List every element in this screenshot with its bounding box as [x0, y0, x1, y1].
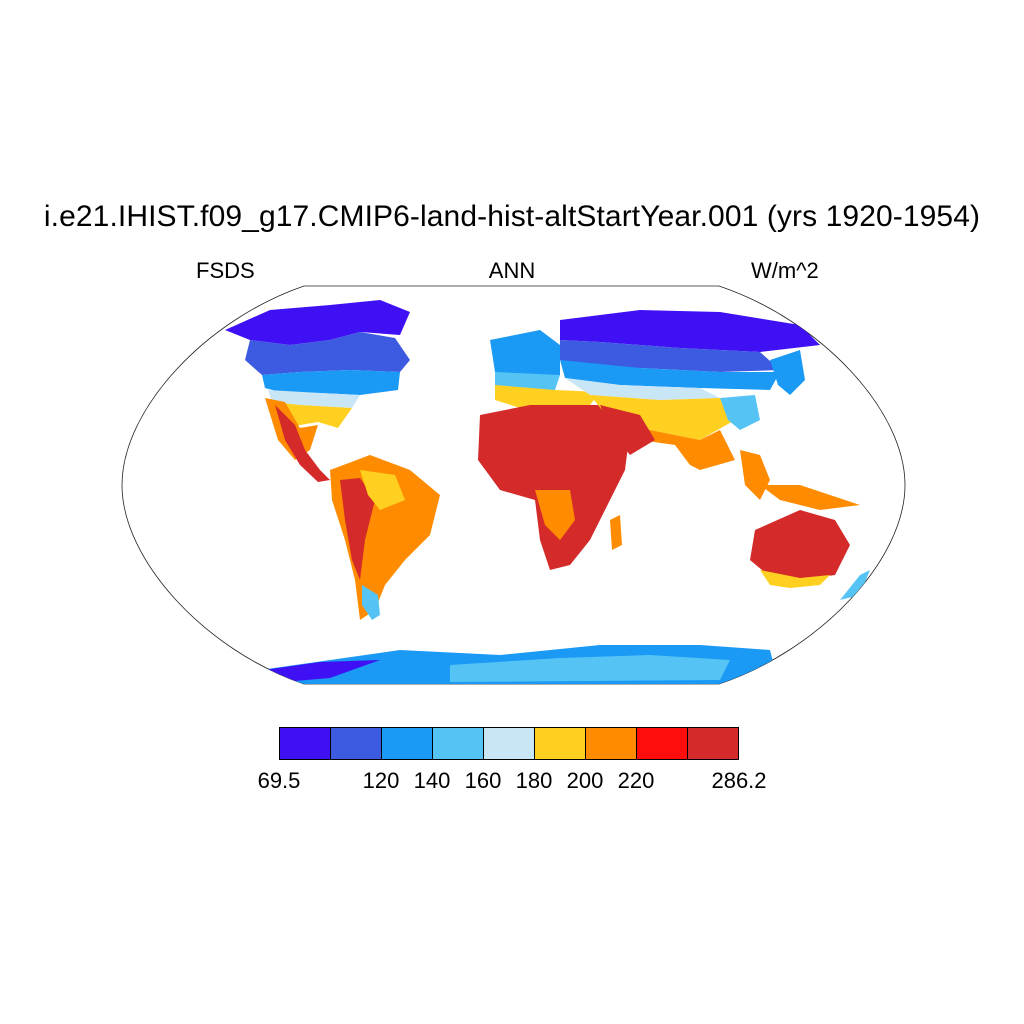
- patagonia: [362, 585, 380, 620]
- europe: [490, 330, 560, 378]
- north-america-band: [268, 390, 360, 408]
- colorbar-cell-3: [382, 728, 433, 759]
- antarctica-interior: [450, 655, 730, 682]
- colorbar-cell-8: [637, 728, 688, 759]
- colorbar-cell-9: [688, 728, 738, 759]
- greenland: [410, 296, 470, 345]
- colorbar-cell-2: [331, 728, 382, 759]
- australia-south: [760, 570, 830, 588]
- colorbar-cell-6: [535, 728, 586, 759]
- colorbar: [279, 727, 739, 760]
- colorbar-cell-1: [280, 728, 331, 759]
- season-label: ANN: [488, 258, 536, 283]
- colorbar-tick-label: 140: [413, 768, 451, 793]
- units-label: W/m^2: [751, 258, 819, 283]
- colorbar-cell-5: [484, 728, 535, 759]
- japan: [770, 350, 805, 395]
- colorbar-tick-label: 286.2: [711, 768, 767, 793]
- north-america-arctic: [225, 300, 410, 345]
- indonesia: [760, 485, 860, 510]
- siberia: [560, 310, 820, 352]
- variable-label: FSDS: [196, 258, 255, 283]
- colorbar-tick-label: 180: [515, 768, 553, 793]
- new-zealand: [840, 570, 870, 600]
- colorbar-tick-label: 120: [362, 768, 400, 793]
- africa-central: [535, 490, 575, 540]
- china-east: [720, 395, 760, 430]
- colorbar-tick-label: 200: [566, 768, 604, 793]
- colorbar-tick-label: 69.5: [257, 768, 301, 793]
- north-america-mid: [262, 370, 400, 395]
- colorbar-cell-4: [433, 728, 484, 759]
- colorbar-tick-label: 160: [464, 768, 502, 793]
- amazon: [360, 470, 405, 510]
- plot-title: i.e21.IHIST.f09_g17.CMIP6-land-hist-altS…: [43, 200, 981, 233]
- colorbar-tick-label: 220: [617, 768, 655, 793]
- africa: [478, 405, 630, 570]
- se-asia: [740, 450, 770, 500]
- mexico: [275, 405, 330, 482]
- asia-mid: [560, 360, 780, 390]
- colorbar-cell-7: [586, 728, 637, 759]
- asia-north: [560, 340, 780, 372]
- asia-south: [590, 395, 735, 440]
- mediterranean: [495, 385, 600, 408]
- arabia: [600, 405, 655, 455]
- australia: [750, 510, 850, 580]
- asia-band: [565, 378, 720, 400]
- madagascar: [610, 515, 622, 550]
- south-america-hot: [340, 478, 375, 580]
- north-america-north: [245, 332, 410, 375]
